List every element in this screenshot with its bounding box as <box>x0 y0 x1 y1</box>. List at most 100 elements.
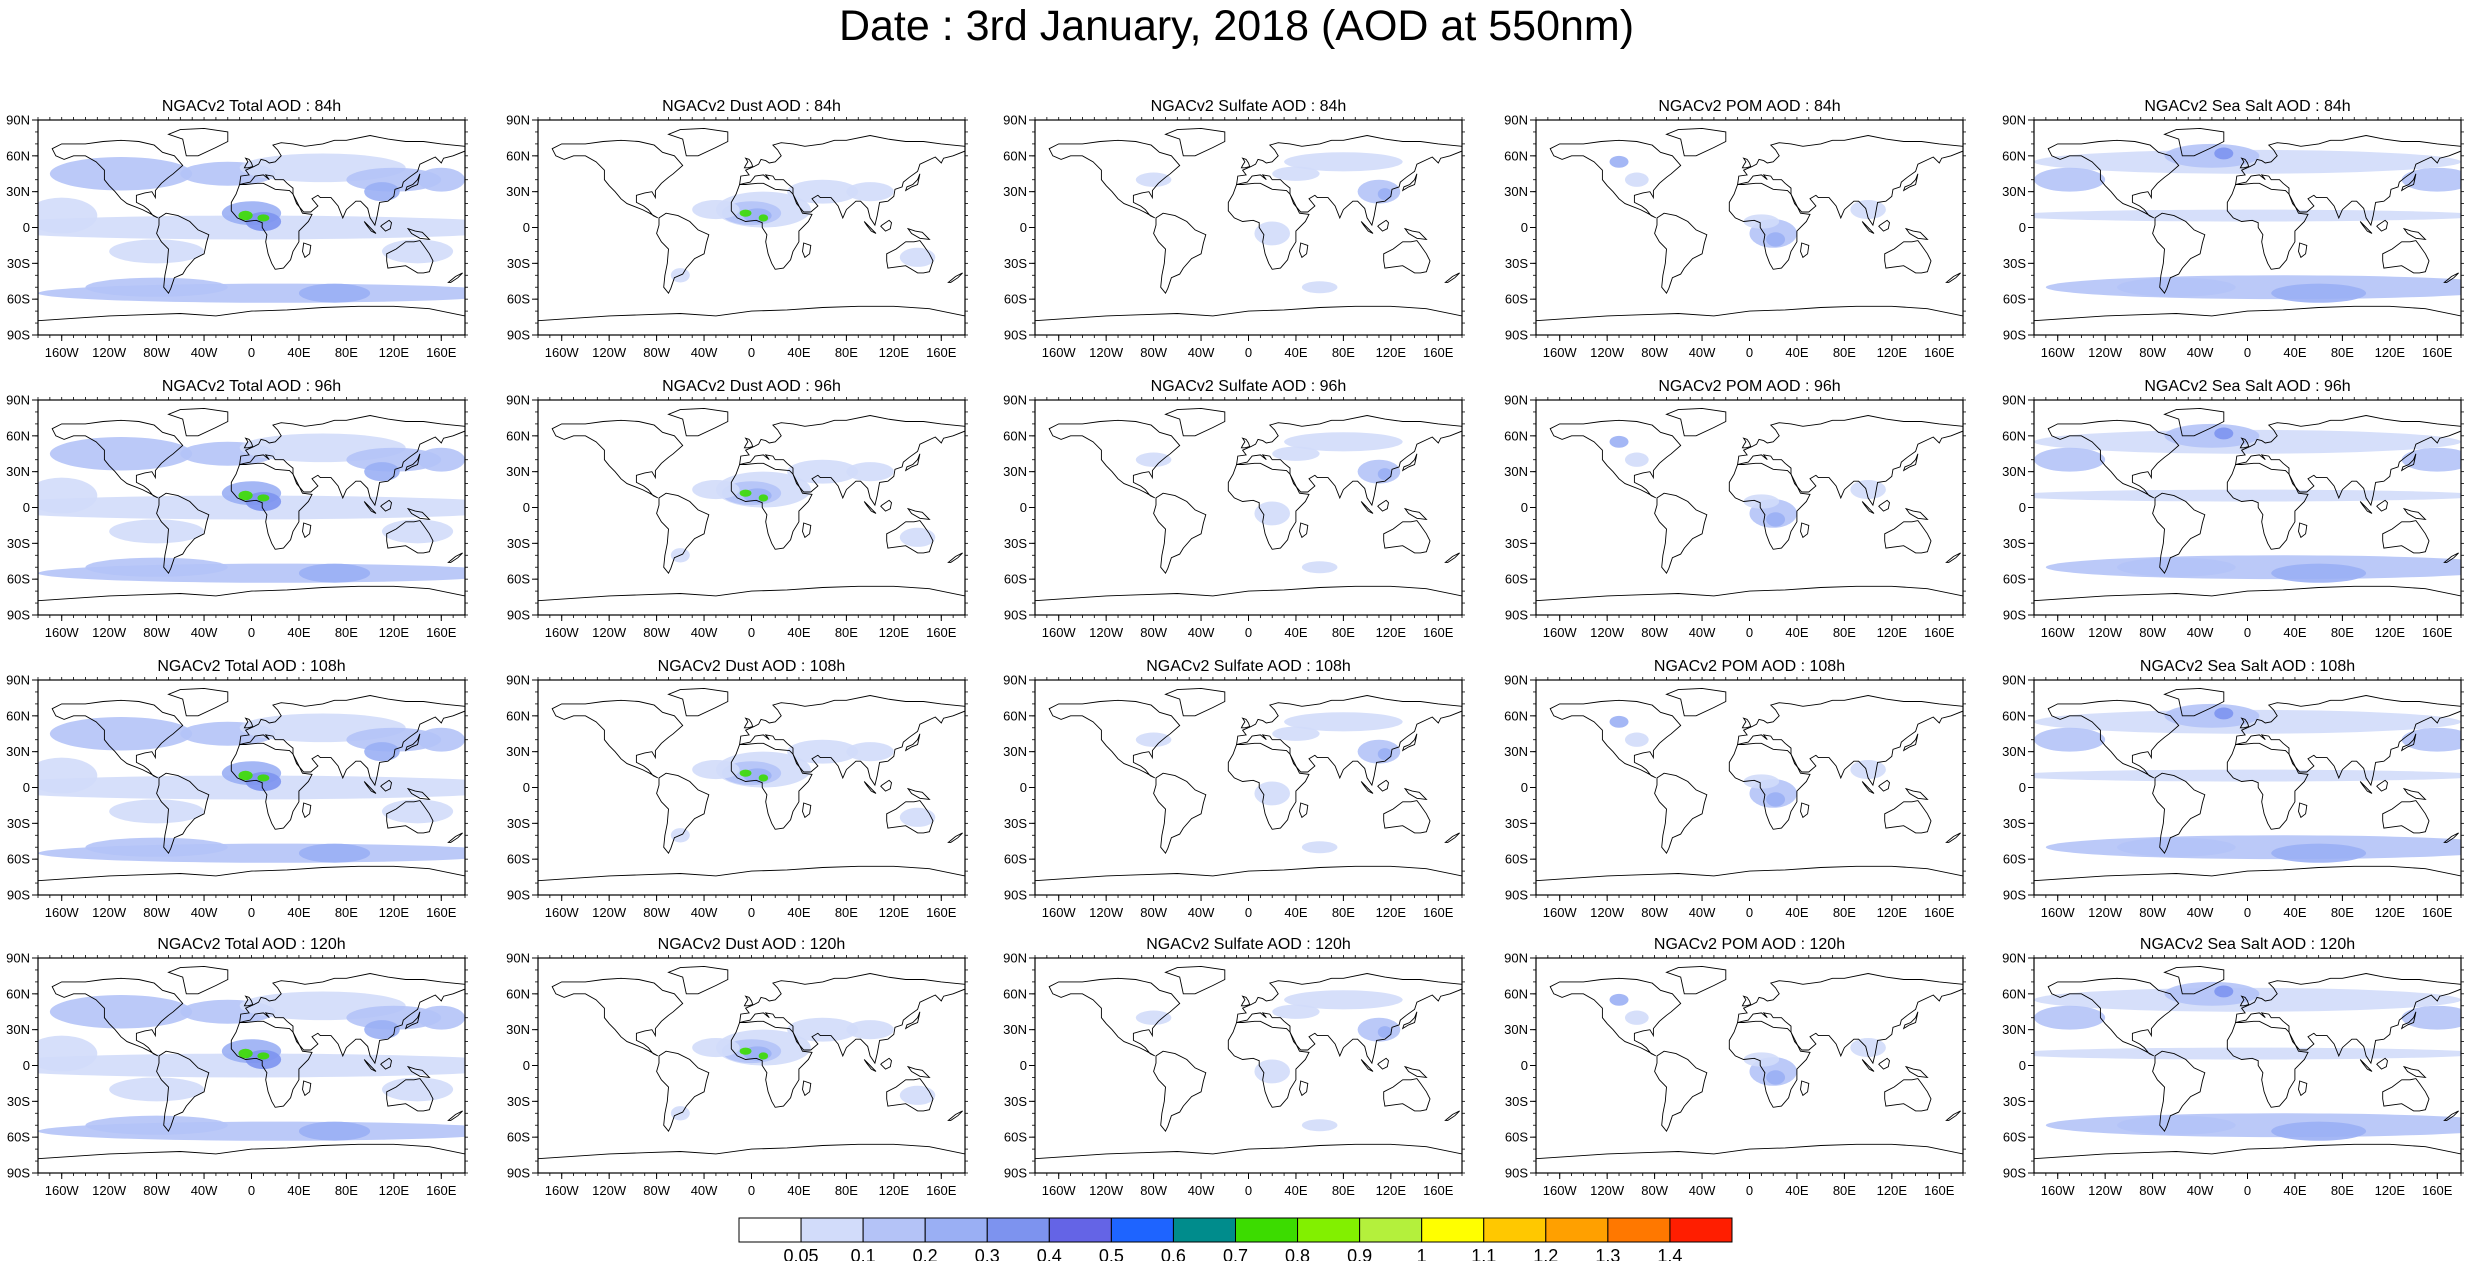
lat-tick-label: 90N <box>6 673 30 688</box>
continent-outline <box>1153 212 1207 295</box>
continent-outline <box>551 699 684 779</box>
continent-outline <box>1035 1143 1462 1173</box>
lat-tick-label: 30N <box>6 184 30 199</box>
lat-tick-label: 30N <box>1504 464 1528 479</box>
continent-outline <box>386 240 434 274</box>
aod-plume <box>238 490 253 501</box>
continent-outline <box>551 139 684 219</box>
lat-tick-label: 30N <box>6 744 30 759</box>
lon-tick-label: 120W <box>592 905 627 920</box>
lon-tick-label: 80E <box>2331 345 2354 360</box>
panel-title: NGACv2 Total AOD : 108h <box>157 658 345 675</box>
lat-tick-label: 30N <box>6 1022 30 1037</box>
continent-outline <box>51 139 184 219</box>
aod-plume <box>787 459 859 484</box>
continent-outline <box>1904 227 1929 240</box>
lat-tick-label: 30N <box>2002 1022 2026 1037</box>
continent-outline <box>2443 1110 2459 1121</box>
panel-title: NGACv2 Sulfate AOD : 84h <box>1151 98 1347 115</box>
continent-outline <box>1945 832 1961 843</box>
lat-tick-label: 60N <box>1003 148 1027 163</box>
lat-tick-label: 30N <box>2002 184 2026 199</box>
lon-tick-label: 120E <box>879 1183 910 1198</box>
lat-tick-label: 30S <box>507 816 530 831</box>
lon-tick-label: 160W <box>545 1183 580 1198</box>
lat-tick-label: 90S <box>1004 608 1027 623</box>
aod-plume <box>1766 232 1786 247</box>
lat-tick-label: 60N <box>506 986 530 1001</box>
continent-outline <box>2376 779 2388 792</box>
continent-outline <box>1383 800 1431 834</box>
lat-tick-label: 0 <box>2019 220 2026 235</box>
continent-outline <box>2152 772 2206 855</box>
lat-tick-label: 90N <box>1003 393 1027 408</box>
aod-plume <box>1766 512 1786 527</box>
lon-tick-label: 120W <box>1089 905 1124 920</box>
aod-plume <box>2034 1047 2461 1060</box>
map-panel: 160W 120W 80W 40W 0 40E 80E 120E 160E 90N 60N 30N 0 3… <box>506 658 968 920</box>
aod-plume <box>38 477 98 514</box>
aod-plume <box>787 179 859 204</box>
continent-outline <box>1401 1011 1418 1030</box>
lon-tick-label: 80W <box>143 905 170 920</box>
continent-outline <box>1035 585 1462 615</box>
continent-outline <box>2034 865 2461 895</box>
continent-outline <box>1299 1080 1309 1097</box>
lon-tick-label: 80W <box>643 1183 670 1198</box>
coastlines <box>538 965 965 1173</box>
continent-outline <box>880 219 892 232</box>
continent-outline <box>167 965 229 995</box>
aod-plume <box>2164 423 2260 448</box>
continent-outline <box>1945 552 1961 563</box>
lat-tick-label: 30S <box>1505 1094 1528 1109</box>
lat-tick-label: 0 <box>1020 1058 1027 1073</box>
lon-tick-label: 120W <box>1590 1183 1625 1198</box>
aod-plume <box>2401 1005 2461 1030</box>
panel-title: NGACv2 POM AOD : 108h <box>1654 658 1845 675</box>
lat-tick-label: 60N <box>6 148 30 163</box>
continent-outline <box>156 212 210 295</box>
lon-tick-label: 80E <box>1332 1183 1355 1198</box>
continent-outline <box>2298 1080 2308 1097</box>
continent-outline <box>302 802 312 819</box>
lat-tick-label: 60N <box>1504 986 1528 1001</box>
aod-plume <box>381 239 454 264</box>
lon-tick-label: 120E <box>879 345 910 360</box>
lat-tick-label: 60S <box>1505 292 1528 307</box>
continent-outline <box>2402 507 2427 520</box>
continent-outline <box>906 227 931 240</box>
lon-tick-label: 40W <box>2187 905 2214 920</box>
aod-plume <box>49 437 193 471</box>
lon-tick-label: 0 <box>1746 345 1753 360</box>
continent-outline <box>1444 272 1460 283</box>
continent-outline <box>302 242 312 259</box>
continent-outline <box>656 492 710 575</box>
lon-tick-label: 40W <box>191 1183 218 1198</box>
lon-tick-label: 40E <box>1284 625 1307 640</box>
lat-tick-label: 60S <box>1004 1130 1027 1145</box>
coastlines <box>1536 687 1963 895</box>
aod-plume <box>2034 209 2461 222</box>
aod-plume <box>2214 985 2234 998</box>
continent-outline <box>2047 699 2180 779</box>
lon-tick-label: 40E <box>287 625 310 640</box>
continent-outline <box>2034 585 2461 615</box>
lon-tick-label: 80E <box>2331 1183 2354 1198</box>
lon-tick-label: 160E <box>2422 905 2453 920</box>
continent-outline <box>156 772 210 855</box>
lat-tick-label: 60N <box>506 428 530 443</box>
aod-plume <box>1766 792 1786 807</box>
coastlines <box>1536 965 1963 1173</box>
lon-tick-label: 80E <box>1833 1183 1856 1198</box>
lat-tick-label: 30N <box>506 464 530 479</box>
aod-plume <box>417 1005 465 1030</box>
continent-outline <box>739 135 965 227</box>
map-background <box>1536 958 1963 1173</box>
continent-outline <box>538 585 965 615</box>
continent-outline <box>1800 522 1810 539</box>
aod-field <box>38 433 465 583</box>
map-panel: 160W 120W 80W 40W 0 40E 80E 120E 160E 90N 60N 30N 0 3… <box>506 98 968 360</box>
continent-outline <box>1902 453 1919 472</box>
aod-plume <box>109 239 205 264</box>
lon-tick-label: 120E <box>1376 345 1407 360</box>
